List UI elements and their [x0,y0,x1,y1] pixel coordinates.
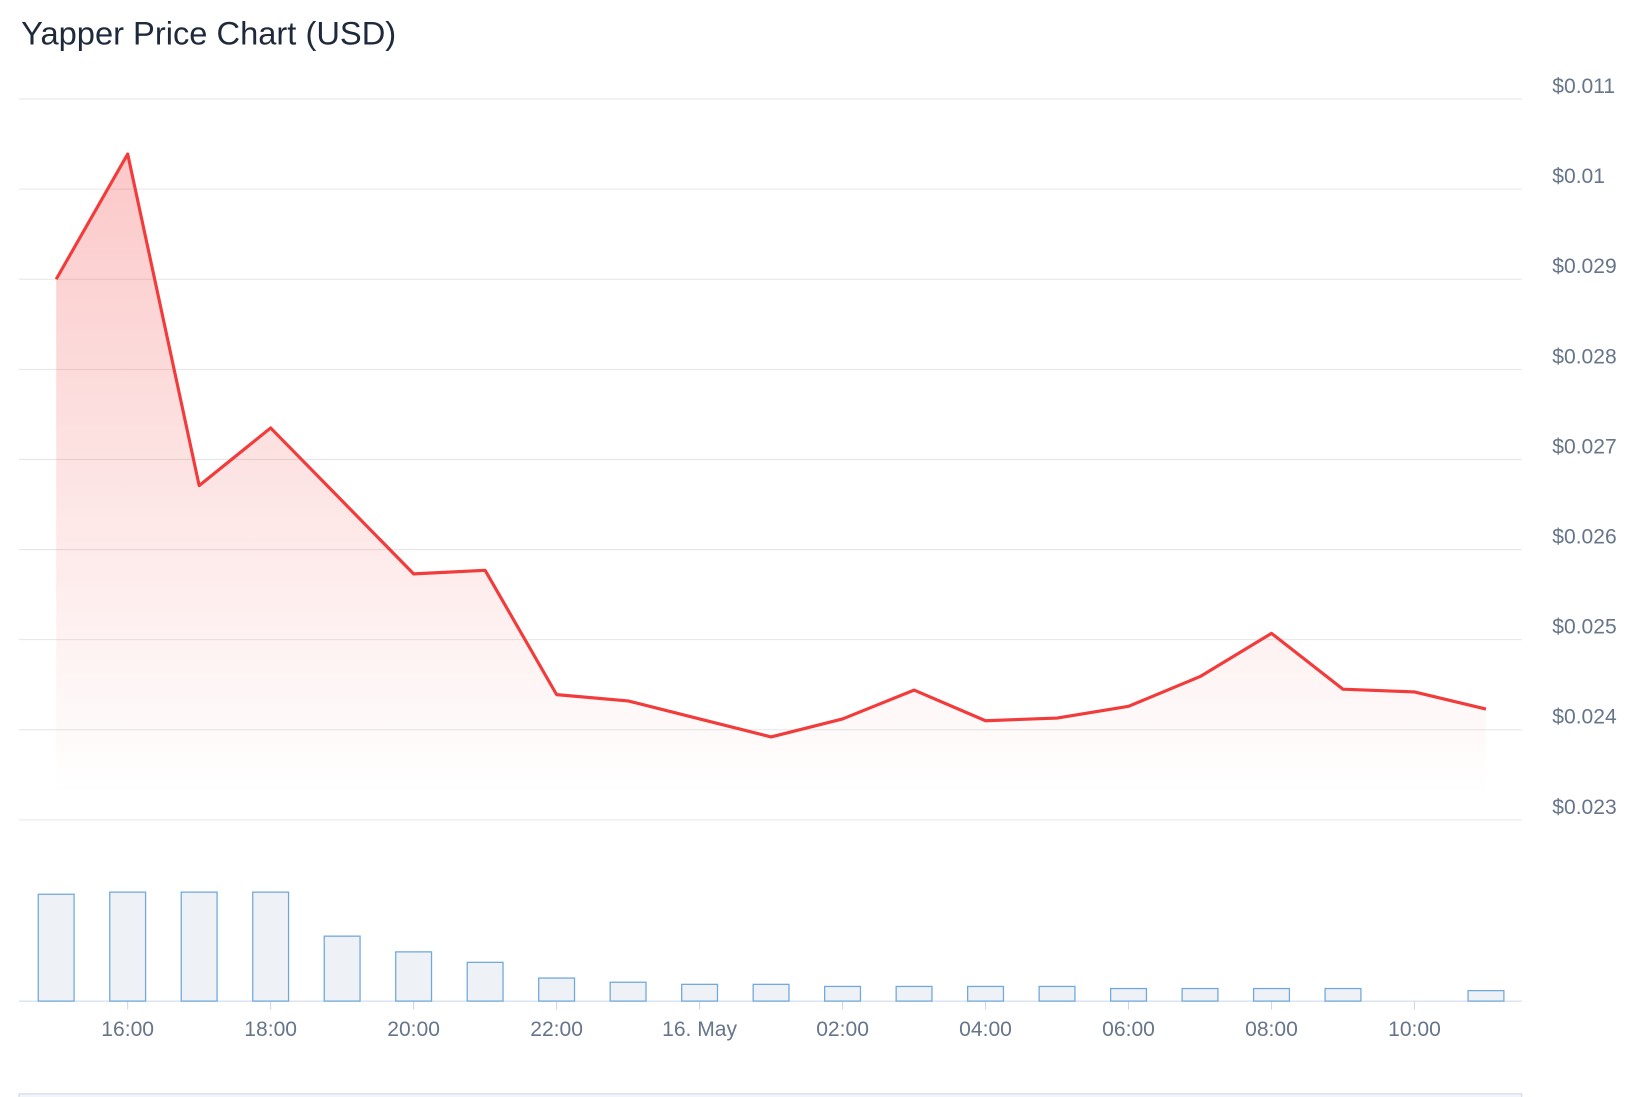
volume-bar [609,981,647,1002]
y-tick-label: $0.029 [1552,255,1616,278]
x-tick-label: 16:00 [101,1018,154,1041]
price-line [54,152,1487,739]
x-tick-label: 02:00 [816,1018,869,1041]
y-tick-label: $0.023 [1552,796,1616,819]
volume-bar [967,985,1005,1002]
volume-bar [538,977,576,1002]
volume-bar [895,985,933,1002]
x-tick-label: 16. May [662,1018,737,1041]
volume-bar [1467,989,1505,1002]
volume-bar [824,985,862,1002]
x-tick-label: 06:00 [1102,1018,1155,1041]
volume-bar [180,891,218,1002]
volume-bar [1324,987,1362,1002]
volume-bar [323,935,361,1002]
y-tick-label: $0.025 [1552,616,1616,639]
volume-bar [37,893,75,1002]
x-tick-label: 10:00 [1388,1018,1441,1041]
price-area [56,154,1486,796]
volume-bar [1038,985,1076,1002]
y-tick-label: $0.026 [1552,526,1616,549]
volume-bar [109,891,147,1002]
volume-bar [466,961,504,1002]
y-tick-label: $0.027 [1552,435,1616,458]
y-tick-label: $0.028 [1552,345,1616,368]
x-tick-label: 20:00 [387,1018,440,1041]
volume-bar [395,951,433,1002]
x-tick-label: 04:00 [959,1018,1012,1041]
x-tick-label: 22:00 [530,1018,583,1041]
y-tick-label: $0.01 [1552,165,1605,188]
y-tick-label: $0.024 [1552,706,1617,729]
navigator [18,1093,1523,1097]
volume-bar [752,983,790,1002]
x-tick-label: 18:00 [244,1018,297,1041]
chart-title: Yapper Price Chart (USD) [21,14,396,51]
x-tick-label: 08:00 [1245,1018,1298,1041]
volume-bar [681,983,719,1002]
volume-bar [1181,987,1219,1002]
volume-bar [252,891,290,1002]
volume-bar [1252,987,1291,1002]
volume-bar [1109,987,1148,1002]
y-tick-label: $0.011 [1552,75,1615,98]
